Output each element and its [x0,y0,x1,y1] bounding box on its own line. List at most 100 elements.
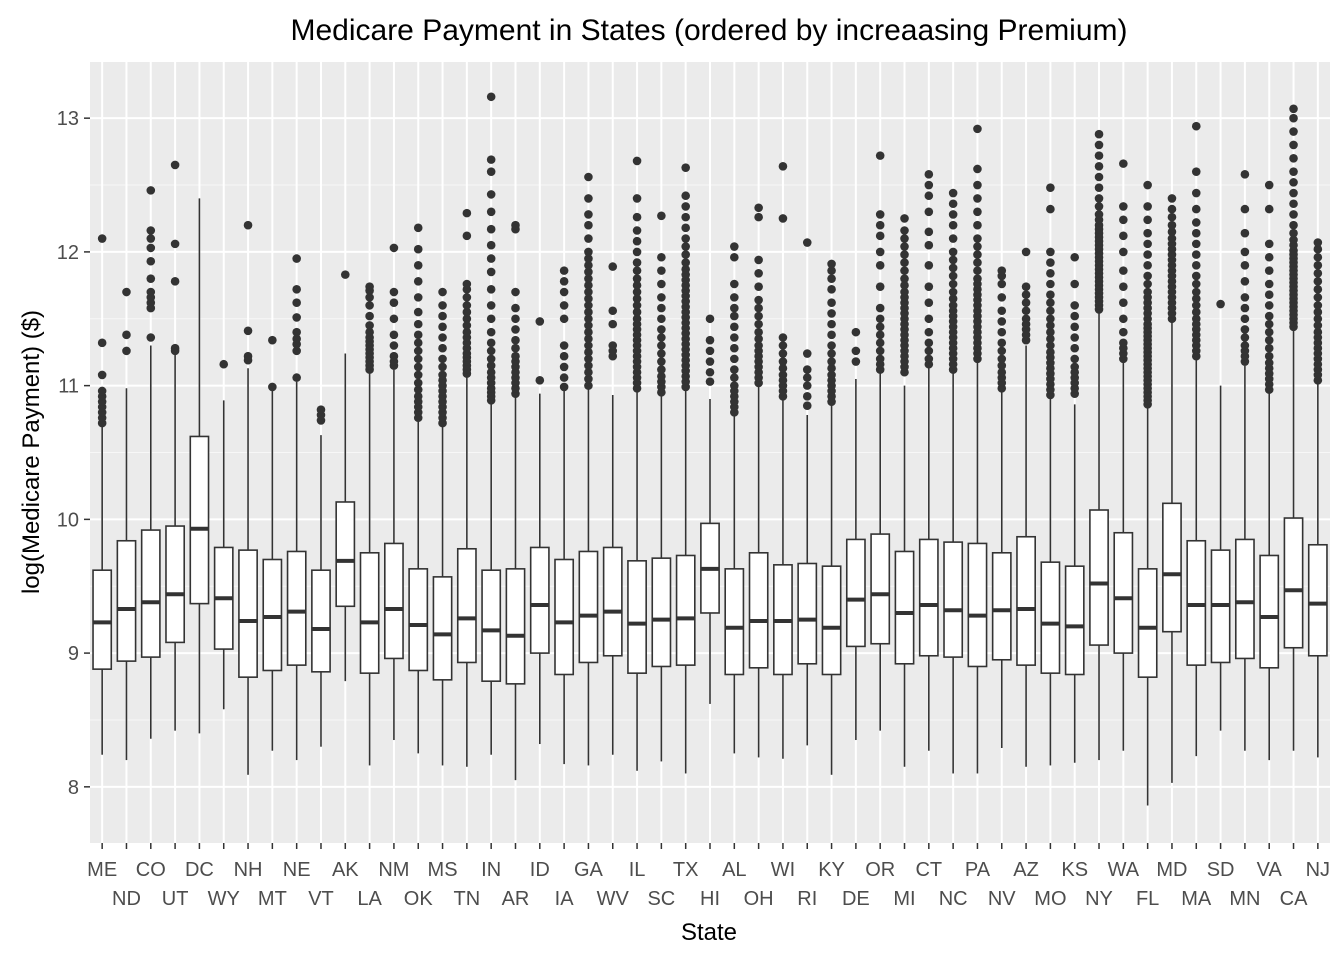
outlier-point [705,346,715,356]
outlier-point [486,167,496,176]
outlier-point [657,252,666,262]
outlier-point [1191,121,1201,131]
outlier-point [340,270,350,279]
outlier-point [1264,335,1274,345]
chart-title: Medicare Payment in States (ordered by i… [290,14,1127,47]
iqr-box [627,560,647,674]
outlier-point [462,307,472,317]
outlier-point [389,243,399,253]
outlier-point [875,346,885,356]
outlier-point [657,371,666,381]
outlier-point [1240,341,1250,350]
outlier-point [584,254,593,263]
outlier-point [584,172,593,182]
iqr-box [1040,561,1061,674]
outlier-point [875,303,885,313]
outlier-point [802,392,812,401]
outlier-point [754,203,763,213]
outlier-point [1021,282,1031,291]
outlier-point [486,367,496,377]
outlier-point [730,293,739,302]
outlier-point [584,354,593,364]
outlier-point [997,327,1007,337]
outlier-point [657,341,666,350]
iqr-box [602,546,623,657]
outlier-point [1070,311,1080,321]
outlier-point [1094,183,1104,193]
outlier-point [1191,204,1201,214]
box-md [1162,194,1182,783]
outlier-point [292,346,301,356]
outlier-point [657,314,666,324]
outlier-point [219,359,229,369]
outlier-point [657,303,666,313]
iqr-box [554,558,575,676]
x-tick-label: AL [722,859,746,881]
outlier-point [584,374,593,384]
outlier-point [486,361,496,370]
outlier-point [292,327,301,337]
outlier-point [632,287,642,297]
outlier-point [681,264,690,274]
outlier-point [1289,228,1298,238]
outlier-point [632,247,642,257]
outlier-point [827,285,836,294]
box-dc [189,198,210,734]
outlier-point [827,357,836,366]
box-sc [651,211,672,762]
outlier-point [900,226,909,235]
box-me [92,234,113,755]
outlier-point [1119,338,1128,348]
outlier-point [243,326,253,336]
box-oh [748,203,769,758]
x-tick-label: OK [404,888,434,910]
outlier-point [1021,306,1031,316]
outlier-point [365,293,374,302]
outlier-point [486,190,496,199]
outlier-point [1094,194,1104,203]
outlier-point [997,279,1007,289]
outlier-point [875,151,885,160]
outlier-point [365,311,374,321]
outlier-point [584,361,593,370]
outlier-point [827,266,836,275]
outlier-point [413,385,423,394]
outlier-point [389,287,399,297]
outlier-point [802,238,812,247]
outlier-point [1264,301,1274,310]
outlier-point [438,287,447,297]
outlier-point [1313,307,1323,317]
outlier-point [754,334,763,344]
iqr-box [797,562,818,665]
box-mo [1040,183,1061,766]
outlier-point [584,274,593,283]
iqr-box [1259,554,1280,669]
outlier-point [1289,153,1298,163]
box-nd [116,287,137,761]
outlier-point [1191,307,1201,317]
iqr-box [1137,568,1158,678]
iqr-box [481,569,502,682]
outlier-point [243,220,253,230]
box-ma [1186,121,1207,757]
outlier-point [170,343,180,353]
outlier-point [1119,159,1128,168]
outlier-point [122,330,131,340]
y-axis: 8 9 10 11 12 13 [57,108,90,799]
iqr-box [286,550,307,666]
x-tick-label: NV [988,888,1016,910]
outlier-point [997,367,1007,377]
outlier-point [584,327,593,337]
iqr-box [1064,565,1085,676]
outlier-point [851,327,861,337]
outlier-point [413,319,423,329]
outlier-point [413,346,423,356]
outlier-point [1021,290,1031,299]
iqr-box [748,551,769,669]
outlier-point [1046,298,1055,308]
outlier-point [802,373,812,382]
x-tick-label: KY [818,859,845,881]
outlier-point [559,314,569,324]
iqr-box [1283,517,1304,649]
outlier-point [438,362,447,372]
